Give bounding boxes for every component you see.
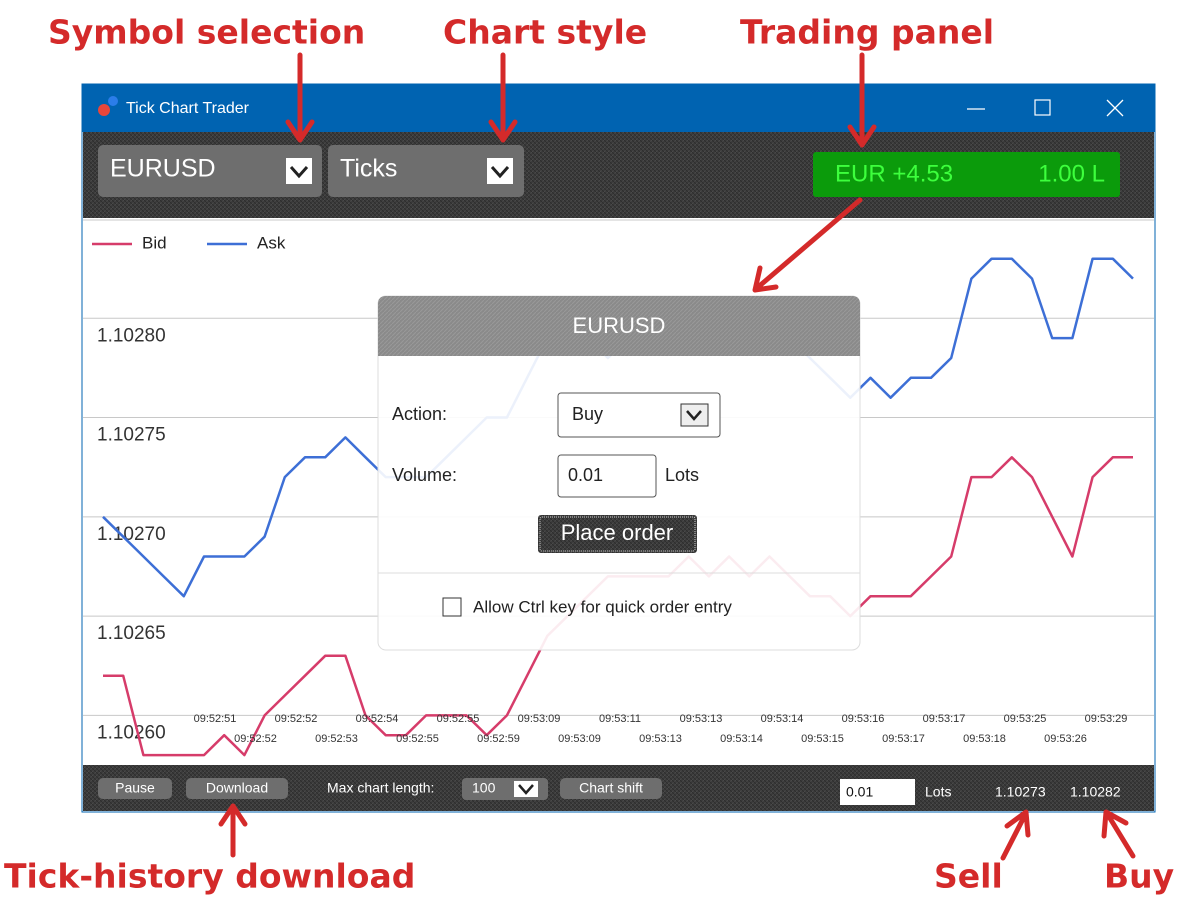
volume-input[interactable] xyxy=(557,454,657,498)
max-length-label: Max chart length: xyxy=(327,780,434,796)
y-tick-label: 1.10270 xyxy=(97,524,166,545)
x-tick-label: 09:52:52 xyxy=(234,733,277,745)
volume-label: Volume: xyxy=(392,465,457,485)
volume-unit: Lots xyxy=(665,465,699,485)
close-button[interactable] xyxy=(1106,99,1124,117)
x-tick-label: 09:53:18 xyxy=(963,733,1006,745)
window-title: Tick Chart Trader xyxy=(126,100,250,117)
volume-unit: Lots xyxy=(925,784,951,800)
x-tick-label: 09:52:52 xyxy=(275,713,318,725)
place-order-button[interactable]: Place order xyxy=(538,515,697,553)
action-select[interactable]: Buy xyxy=(557,392,721,438)
x-tick-label: 09:52:53 xyxy=(315,733,358,745)
checkbox[interactable] xyxy=(442,597,462,617)
checkbox-label: Allow Ctrl key for quick order entry xyxy=(473,597,732,616)
annotation-arrows xyxy=(218,52,1136,861)
legend-label: Bid xyxy=(142,233,167,252)
chart-style-value: Ticks xyxy=(340,155,397,183)
symbol-select[interactable]: EURUSD xyxy=(98,145,322,197)
x-tick-label: 09:53:13 xyxy=(680,713,723,725)
button-label: Download xyxy=(206,780,268,796)
app-icon xyxy=(98,104,110,116)
x-tick-label: 09:53:14 xyxy=(720,733,763,745)
y-tick-label: 1.10275 xyxy=(97,425,166,446)
profit: EUR +4.53 xyxy=(835,160,953,187)
x-tick-label: 09:52:55 xyxy=(437,713,480,725)
annotation: Sell xyxy=(934,857,1003,896)
x-tick-label: 09:53:25 xyxy=(1004,713,1047,725)
x-tick-label: 09:53:29 xyxy=(1085,713,1128,725)
volume-input[interactable] xyxy=(840,779,915,805)
volume-value: 0.01 xyxy=(568,465,603,485)
x-tick-label: 09:52:59 xyxy=(477,733,520,745)
x-tick-label: 09:52:55 xyxy=(396,733,439,745)
sell-price[interactable]: 1.10273 xyxy=(995,784,1046,800)
x-tick-label: 09:53:16 xyxy=(842,713,885,725)
x-tick-label: 09:53:15 xyxy=(801,733,844,745)
y-tick-label: 1.10260 xyxy=(97,722,166,743)
y-tick-label: 1.10265 xyxy=(97,623,166,644)
buy-price[interactable]: 1.10282 xyxy=(1070,784,1121,800)
button-label: Pause xyxy=(115,780,155,796)
max-length-select[interactable]: 100 xyxy=(462,778,548,800)
x-tick-label: 09:53:17 xyxy=(923,713,966,725)
annotation: Symbol selection xyxy=(48,13,365,52)
max-length-value: 100 xyxy=(472,780,496,796)
action-label: Action: xyxy=(392,404,447,424)
annotation: Chart style xyxy=(443,13,647,52)
x-tick-label: 09:53:26 xyxy=(1044,733,1087,745)
y-tick-label: 1.10280 xyxy=(97,325,166,346)
maximize-button[interactable] xyxy=(1034,99,1051,116)
x-tick-label: 09:52:54 xyxy=(356,713,399,725)
pause-button[interactable] xyxy=(98,778,172,799)
title-bar xyxy=(82,84,1155,132)
annotation: Tick-history download xyxy=(4,857,415,896)
download-button[interactable] xyxy=(186,778,288,799)
annotation: Trading panel xyxy=(740,13,994,52)
action-value: Buy xyxy=(572,404,603,424)
chart-style-select[interactable]: Ticks xyxy=(328,145,524,197)
annotation: Buy xyxy=(1104,857,1174,896)
x-tick-label: 09:53:09 xyxy=(558,733,601,745)
x-tick-label: 09:53:09 xyxy=(518,713,561,725)
lots: 1.00 L xyxy=(1038,160,1105,187)
x-tick-label: 09:53:13 xyxy=(639,733,682,745)
volume-value: 0.01 xyxy=(846,784,873,800)
x-tick-label: 09:52:51 xyxy=(194,713,237,725)
symbol-value: EURUSD xyxy=(110,155,216,183)
legend-label: Ask xyxy=(257,233,286,252)
button-label: Place order xyxy=(561,520,674,545)
button-label: Chart shift xyxy=(579,780,643,796)
x-tick-label: 09:53:17 xyxy=(882,733,925,745)
dialog-title: EURUSD xyxy=(573,313,666,338)
chart-shift-button[interactable] xyxy=(560,778,662,799)
x-tick-label: 09:53:11 xyxy=(599,713,641,725)
x-tick-label: 09:53:14 xyxy=(761,713,804,725)
app-icon xyxy=(108,96,118,106)
order-dialog: EURUSD Action: Buy Volume: 0.01 Lots Pla… xyxy=(377,295,861,651)
trading-panel[interactable]: EUR +4.53 1.00 L xyxy=(813,152,1120,197)
